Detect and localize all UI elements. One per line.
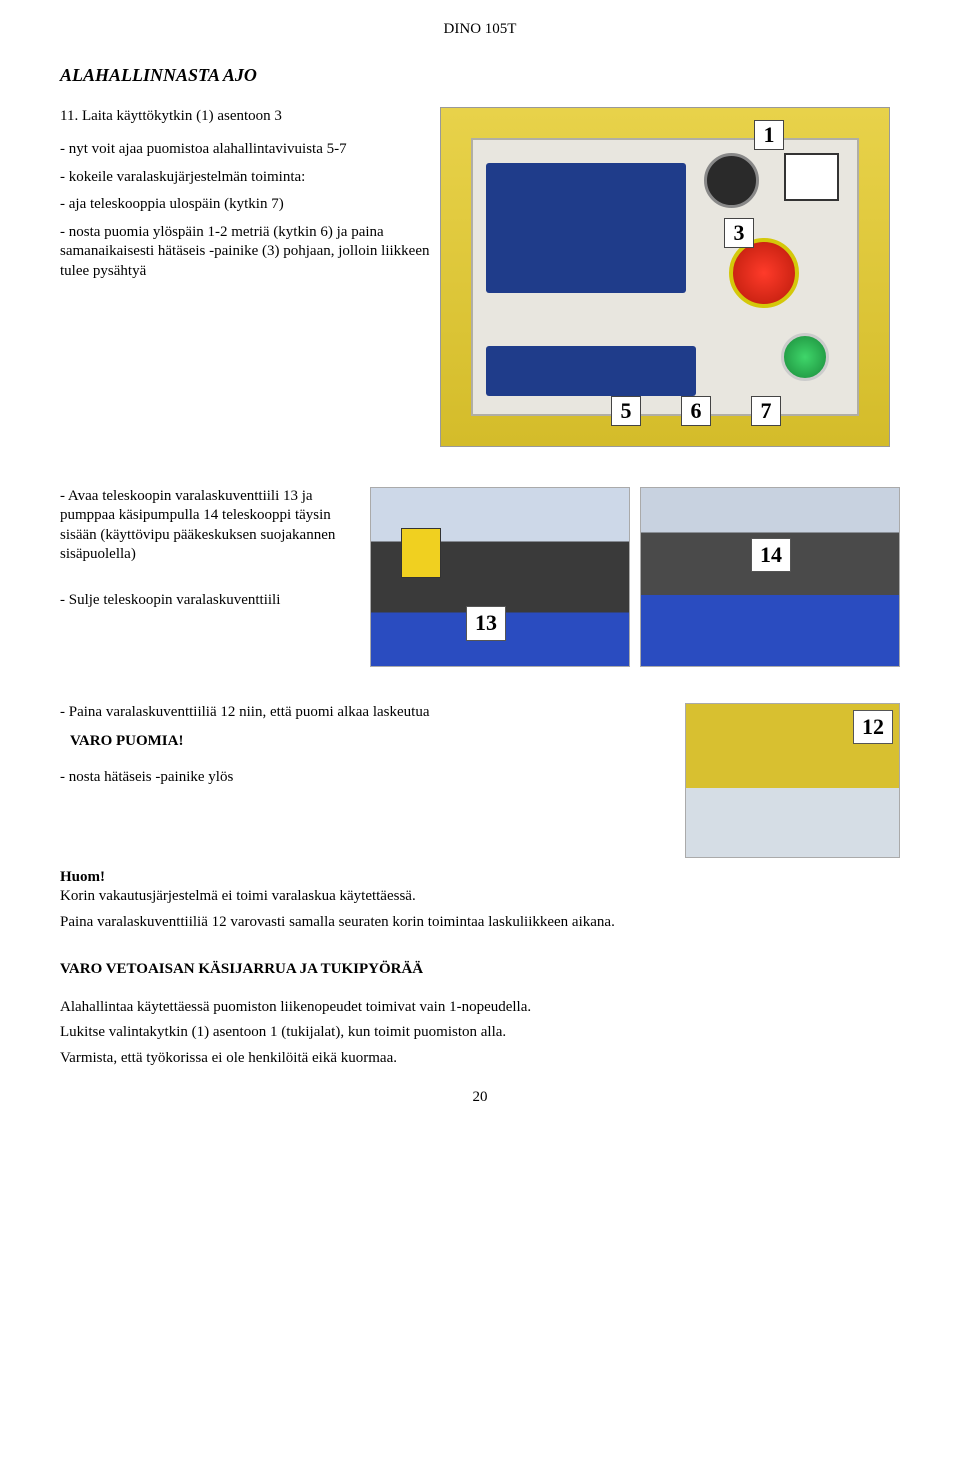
bullet-b1: - Sulje teleskoopin varalaskuventtiili	[60, 591, 360, 611]
warn-tow: VARO VETOAISAN KÄSIJARRUA JA TUKIPYÖRÄÄ	[60, 960, 900, 980]
page-number: 20	[60, 1088, 900, 1108]
selector-dial-icon	[704, 153, 759, 208]
step-heading: 11. Laita käyttökytkin (1) asentoon 3	[60, 107, 430, 127]
instructions-col-1: 11. Laita käyttökytkin (1) asentoon 3 - …	[60, 107, 430, 290]
instructions-col-3: - Paina varalaskuventtiiliä 12 niin, ett…	[60, 703, 665, 796]
callout-14: 14	[751, 538, 791, 573]
blue-label2-icon	[486, 346, 696, 396]
bullet-a0: - nyt voit ajaa puomistoa alahallintaviv…	[60, 140, 430, 160]
section-title: ALAHALLINNASTA AJO	[60, 64, 900, 87]
start-button-icon	[781, 333, 829, 381]
row-panel: 11. Laita käyttökytkin (1) asentoon 3 - …	[60, 107, 900, 447]
callout-5: 5	[611, 396, 641, 426]
bullet-a2: - aja teleskooppia ulospäin (kytkin 7)	[60, 195, 430, 215]
row-lower: - Paina varalaskuventtiiliä 12 niin, ett…	[60, 703, 900, 858]
bullet-a1: - kokeile varalaskujärjestelmän toiminta…	[60, 168, 430, 188]
final-line-2: Varmista, että työkorissa ei ole henkilö…	[60, 1049, 900, 1069]
estop-button-icon	[729, 238, 799, 308]
blue-label-icon	[486, 163, 686, 293]
bullet-b0: - Avaa teleskoopin varalaskuventtiili 13…	[60, 487, 360, 565]
bullet-a3: - nosta puomia ylöspäin 1-2 metriä (kytk…	[60, 223, 430, 282]
pump-14-photo: 14	[640, 487, 900, 667]
valve-13-photo: 13	[370, 487, 630, 667]
callout-7: 7	[751, 396, 781, 426]
panel-photo-col: 1 3 5 6 7	[440, 107, 900, 447]
row-valve: - Avaa teleskoopin varalaskuventtiili 13…	[60, 487, 900, 667]
note-line-1: Paina varalaskuventtiiliä 12 varovasti s…	[60, 913, 900, 933]
doc-header: DINO 105T	[60, 20, 900, 40]
control-panel-photo: 1 3 5 6 7	[440, 107, 890, 447]
volt-meter-icon	[784, 153, 839, 201]
callout-12: 12	[853, 710, 893, 745]
callout-13: 13	[466, 606, 506, 641]
valve-12-photo: 12	[685, 703, 900, 858]
callout-1: 1	[754, 120, 784, 150]
instructions-col-2: - Avaa teleskoopin varalaskuventtiili 13…	[60, 487, 360, 619]
note-label: Huom!	[60, 868, 900, 888]
warn-boom: VARO PUOMIA!	[70, 732, 665, 752]
callout-3: 3	[724, 218, 754, 248]
bullet-c0: - Paina varalaskuventtiiliä 12 niin, ett…	[60, 703, 665, 723]
note-line-0: Korin vakautusjärjestelmä ei toimi varal…	[60, 887, 900, 907]
bullet-d0: - nosta hätäseis -painike ylös	[60, 768, 665, 788]
warning-sticker-icon	[401, 528, 441, 578]
final-line-0: Alahallintaa käytettäessä puomiston liik…	[60, 998, 900, 1018]
final-line-1: Lukitse valintakytkin (1) asentoon 1 (tu…	[60, 1023, 900, 1043]
callout-6: 6	[681, 396, 711, 426]
